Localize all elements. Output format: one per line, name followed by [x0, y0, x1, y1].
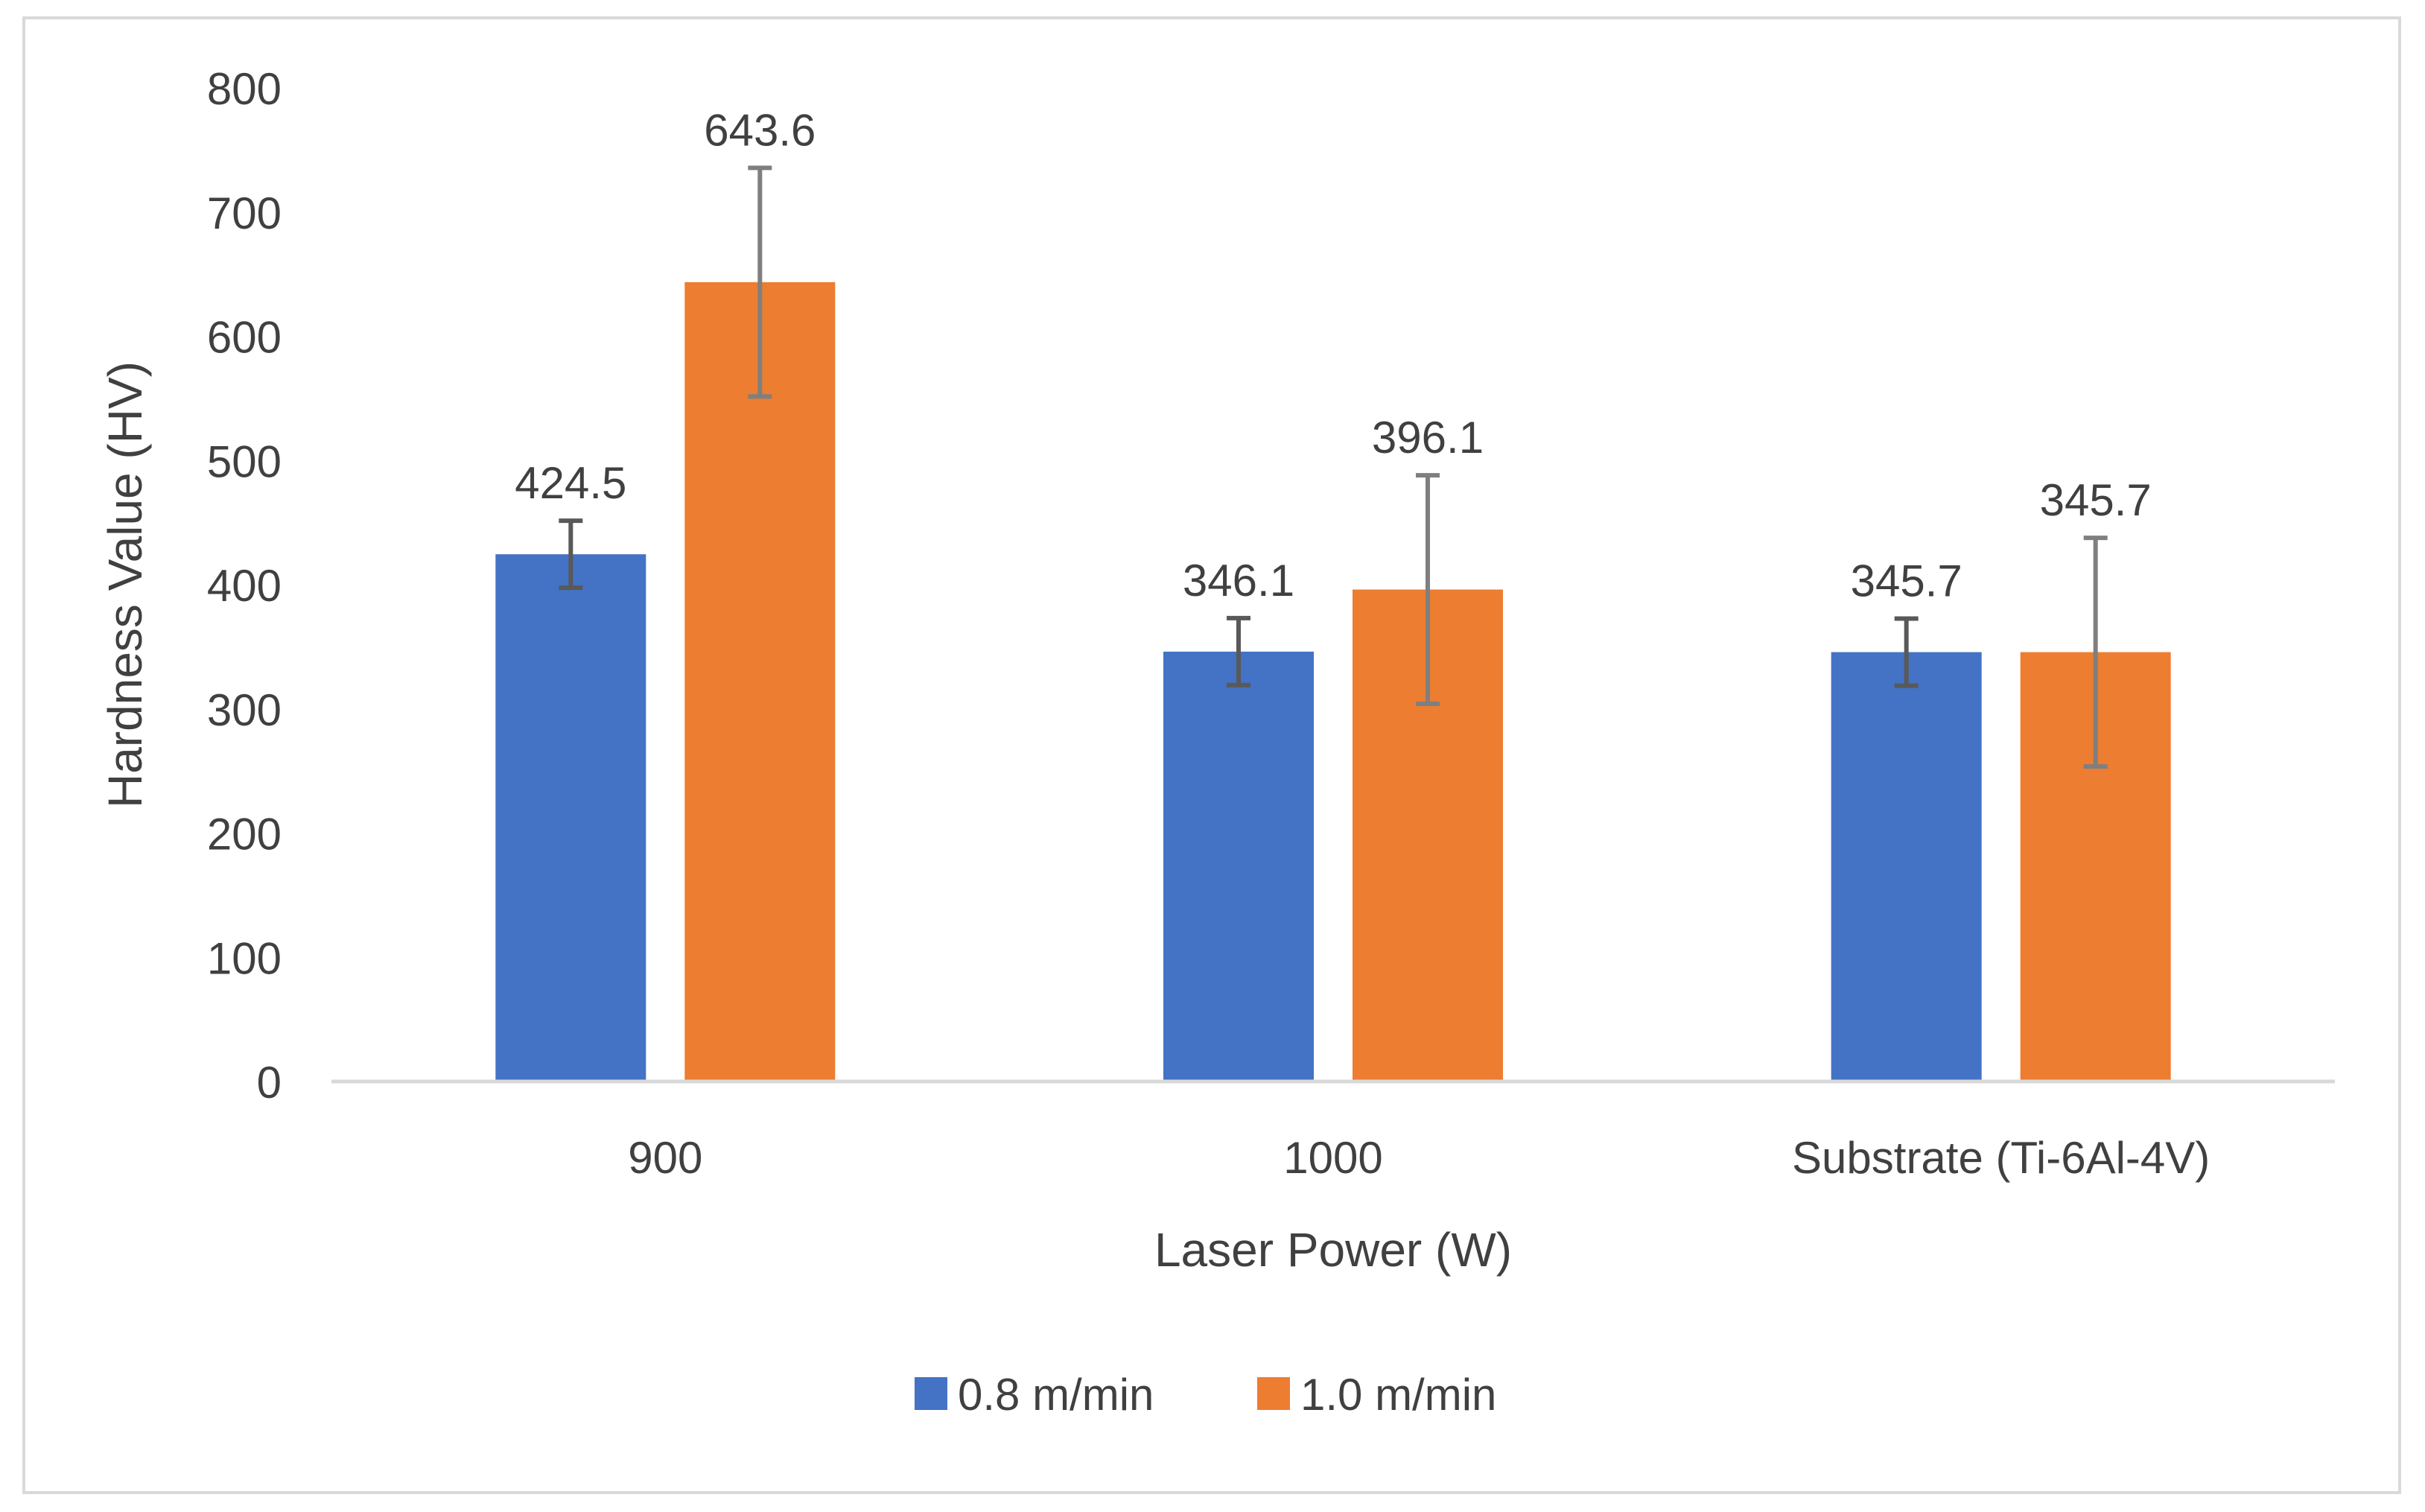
y-axis-ticks: 0 100 200 300 400 500 600 700 800 — [207, 64, 282, 1108]
error-bars — [559, 165, 2108, 769]
data-label: 345.7 — [1851, 556, 1962, 606]
legend-swatch — [1257, 1377, 1290, 1410]
bar — [684, 282, 836, 1081]
data-label: 424.5 — [515, 458, 626, 508]
legend-label: 0.8 m/min — [958, 1370, 1154, 1420]
x-tick-label: Substrate (Ti-6Al-4V) — [1792, 1133, 2210, 1183]
bar — [1163, 651, 1314, 1081]
y-tick-label: 800 — [207, 64, 282, 114]
legend-swatch — [915, 1377, 947, 1410]
y-tick-label: 600 — [207, 313, 282, 363]
y-tick-label: 400 — [207, 561, 282, 611]
legend-label: 1.0 m/min — [1300, 1370, 1496, 1420]
y-tick-label: 500 — [207, 436, 282, 486]
x-tick-label: 900 — [628, 1133, 702, 1183]
y-tick-label: 700 — [207, 188, 282, 238]
x-axis-title: Laser Power (W) — [1154, 1223, 1512, 1277]
data-label: 345.7 — [2040, 475, 2152, 525]
y-tick-label: 0 — [257, 1058, 282, 1108]
x-tick-label: 1000 — [1283, 1133, 1382, 1183]
legend: 0.8 m/min 1.0 m/min — [915, 1370, 1496, 1420]
y-axis-title: Hardness Value (HV) — [98, 361, 152, 808]
data-label: 346.1 — [1183, 556, 1294, 606]
bar — [495, 554, 646, 1081]
y-tick-label: 100 — [207, 933, 282, 983]
data-label: 396.1 — [1372, 413, 1484, 463]
y-tick-label: 300 — [207, 685, 282, 735]
data-labels: 424.5 643.6 346.1 396.1 345.7 345.7 — [515, 105, 2151, 606]
bar — [1831, 652, 1982, 1081]
data-label: 643.6 — [704, 105, 816, 155]
bars — [495, 282, 2171, 1081]
x-axis-tick-labels: 900 1000 Substrate (Ti-6Al-4V) — [628, 1133, 2210, 1183]
y-tick-label: 200 — [207, 810, 282, 860]
